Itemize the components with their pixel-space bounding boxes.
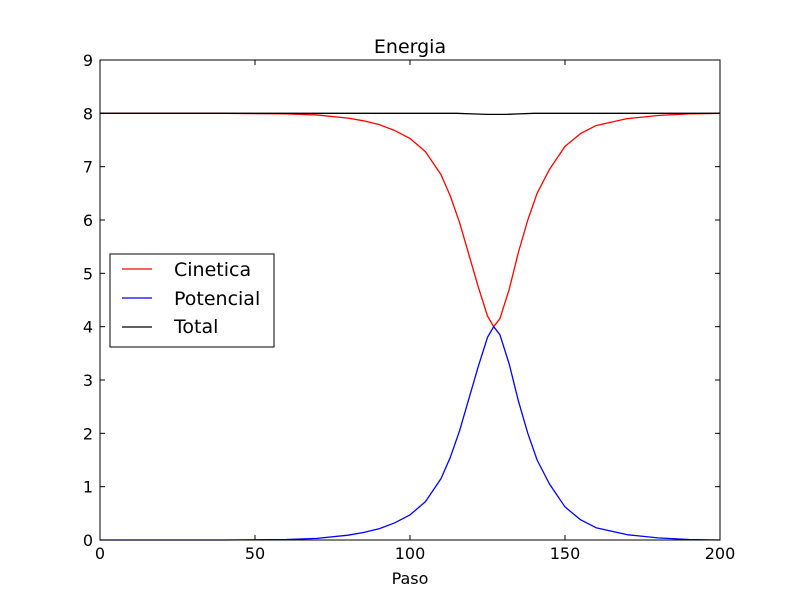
- x-tick-label: 0: [95, 544, 105, 563]
- x-axis-label: Paso: [392, 569, 429, 588]
- ticks-layer: 0 50 100 150 200 0 1 2 3 4 5 6 7 8 9: [83, 51, 735, 563]
- series-line-potencial: [100, 326, 721, 541]
- y-tick-label: 8: [83, 104, 93, 123]
- y-tick-label: 5: [83, 264, 93, 283]
- x-tick-label: 50: [245, 544, 265, 563]
- x-tick-label: 150: [550, 544, 581, 563]
- legend-label-potencial: Potencial: [174, 288, 260, 310]
- series-line-total: [100, 112, 720, 116]
- series-line-cinetica: [100, 112, 721, 328]
- legend: Cinetica Potencial Total: [109, 253, 275, 348]
- x-tick-label: 200: [705, 544, 736, 563]
- y-tick-label: 4: [83, 318, 93, 337]
- y-tick-label: 0: [83, 531, 93, 550]
- y-tick-label: 2: [83, 424, 93, 443]
- y-tick-label: 6: [83, 211, 93, 230]
- y-tick-label: 3: [83, 371, 93, 390]
- chart-title: Energia: [374, 36, 446, 58]
- x-tick-label: 100: [395, 544, 426, 563]
- y-tick-label: 9: [83, 51, 93, 70]
- plot-frame: [99, 59, 721, 541]
- legend-label-cinetica: Cinetica: [174, 259, 251, 281]
- series-layer: [100, 112, 721, 541]
- y-tick-label: 1: [83, 478, 93, 497]
- legend-label-total: Total: [173, 316, 218, 338]
- y-tick-label: 7: [83, 158, 93, 177]
